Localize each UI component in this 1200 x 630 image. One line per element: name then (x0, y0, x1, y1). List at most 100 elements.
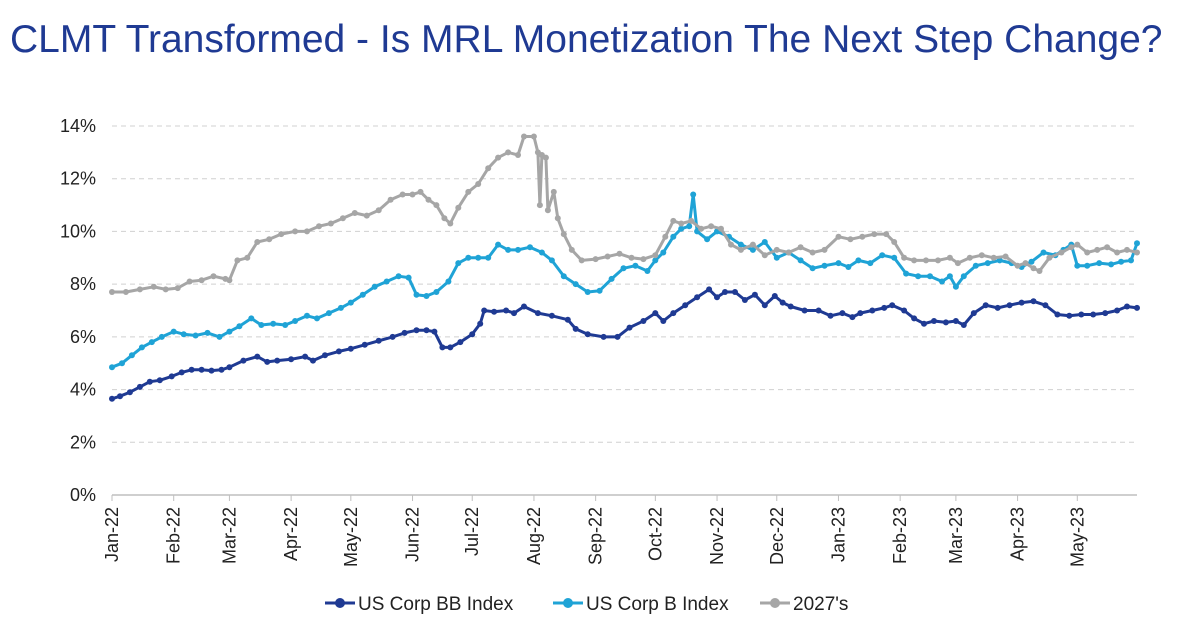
x-tick-label: Apr-22 (281, 507, 301, 561)
data-point (469, 331, 476, 338)
data-point (288, 356, 295, 363)
y-tick-label: 8% (70, 274, 96, 294)
data-point (544, 207, 551, 214)
data-point (982, 302, 989, 309)
data-point (455, 260, 462, 267)
x-axis: Jan-22 Feb-22 Mar-22 Apr-22 May-22 Jun-22 Jul-… (102, 494, 1137, 567)
data-point (542, 154, 549, 161)
data-point (548, 257, 555, 264)
data-point (210, 273, 217, 280)
data-point (363, 212, 370, 219)
data-point (395, 273, 402, 280)
data-point (126, 389, 133, 396)
data-point (662, 233, 669, 240)
data-point (704, 236, 711, 243)
data-point (433, 289, 440, 295)
data-point (304, 228, 310, 235)
data-point (935, 257, 941, 264)
x-tick-label: Mar-22 (219, 507, 239, 564)
data-point (495, 154, 502, 161)
data-point (628, 254, 635, 261)
data-point (660, 249, 667, 256)
data-point (1124, 303, 1130, 310)
data-point (226, 364, 233, 371)
data-point (109, 395, 115, 402)
data-point (389, 333, 396, 340)
data-point (375, 337, 382, 344)
y-tick-label: 14% (60, 116, 96, 136)
series-0 (109, 286, 1140, 402)
data-point (732, 289, 738, 295)
y-tick-label: 0% (70, 485, 96, 505)
data-point (564, 316, 571, 323)
data-point (178, 369, 185, 376)
data-point (879, 252, 886, 259)
data-point (670, 233, 677, 240)
data-point (1018, 299, 1025, 306)
data-point (550, 188, 557, 195)
data-point (678, 225, 685, 232)
data-point (990, 254, 997, 261)
data-point (690, 191, 697, 198)
data-point (530, 133, 537, 140)
data-point (554, 215, 561, 222)
data-point (383, 278, 390, 285)
data-point (578, 257, 585, 264)
data-point (942, 319, 949, 326)
data-point (1102, 310, 1109, 317)
y-tick-label: 6% (70, 327, 96, 347)
data-point (254, 239, 261, 245)
data-point (678, 220, 685, 227)
data-point (236, 323, 243, 330)
data-point (327, 220, 334, 227)
data-point (180, 331, 187, 338)
data-point (158, 333, 165, 340)
data-point (1134, 240, 1140, 247)
data-point (1036, 268, 1043, 274)
data-point (399, 191, 406, 198)
data-point (258, 322, 265, 328)
data-point (785, 249, 792, 256)
data-point (417, 188, 424, 195)
data-point (626, 324, 633, 331)
data-point (1090, 311, 1097, 318)
data-point (966, 254, 973, 261)
data-point (1068, 244, 1075, 251)
data-point (901, 307, 908, 314)
data-point (351, 210, 358, 216)
data-point (614, 333, 621, 340)
data-point (361, 341, 368, 348)
data-point (960, 273, 967, 280)
data-point (314, 315, 320, 322)
data-point (652, 310, 659, 317)
data-point (821, 262, 828, 269)
legend-label: US Corp B Index (586, 594, 729, 615)
data-point (1118, 258, 1125, 265)
data-point (891, 239, 898, 245)
data-point (325, 310, 332, 317)
data-point (347, 299, 354, 306)
data-point (538, 249, 545, 256)
data-point (686, 223, 693, 230)
x-tick-label: Apr-23 (1008, 507, 1028, 561)
data-point (371, 283, 378, 290)
data-point (310, 357, 316, 364)
data-point (534, 310, 541, 317)
data-point (122, 289, 129, 295)
data-point (1030, 265, 1037, 272)
chart-title: CLMT Transformed - Is MRL Monetization T… (10, 18, 1163, 61)
data-point (423, 293, 430, 299)
data-point (835, 260, 842, 267)
series-2 (109, 133, 1140, 295)
data-point (270, 320, 277, 327)
data-point (485, 165, 492, 172)
data-point (485, 254, 492, 261)
data-point (970, 310, 977, 317)
data-point (240, 357, 247, 364)
data-point (1134, 304, 1140, 311)
data-point (465, 188, 472, 195)
data-point (1054, 311, 1061, 318)
data-point (584, 331, 591, 338)
data-point (302, 353, 309, 360)
x-tick-label: Nov-22 (707, 507, 727, 565)
